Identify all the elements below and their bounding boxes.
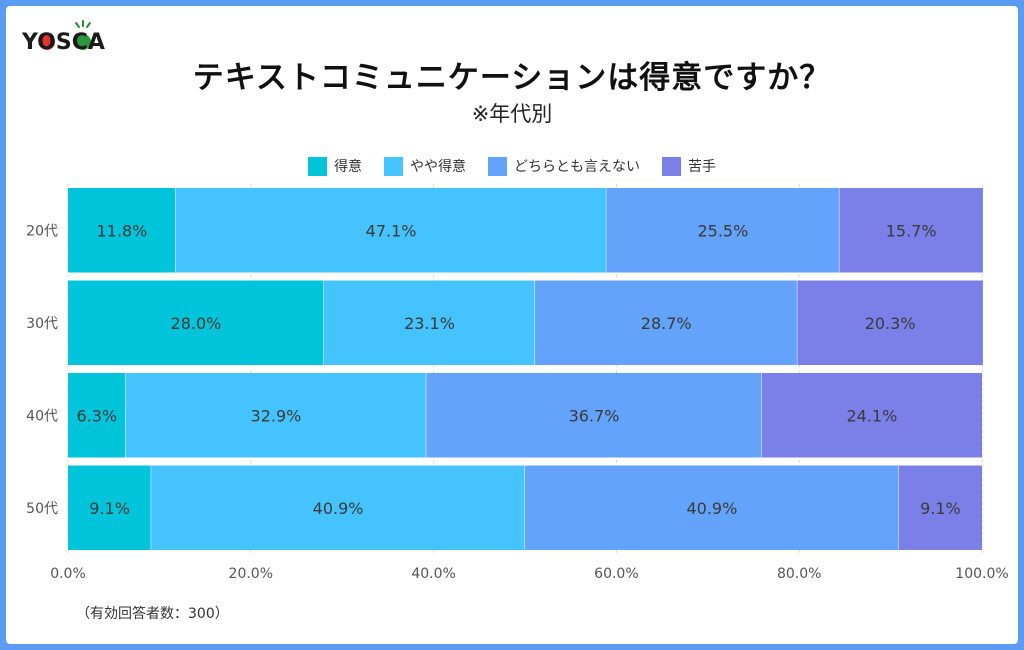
legend-label: やや得意 bbox=[410, 159, 466, 175]
x-tick-label: 0.0% bbox=[50, 566, 86, 582]
bar-segment bbox=[151, 465, 525, 550]
legend-swatch bbox=[384, 156, 403, 176]
chart-card: YOSCA テキストコミュニケーションは得意ですか？ ※年代別 得意 やや得意 … bbox=[6, 6, 1018, 644]
legend-label: 得意 bbox=[334, 159, 362, 175]
data-label: 47.1% bbox=[366, 221, 417, 240]
x-tick-label: 100.0% bbox=[955, 566, 1008, 582]
y-category-label: 30代 bbox=[26, 316, 58, 332]
bar-segment bbox=[68, 465, 152, 550]
chart-legend: 得意 やや得意 どちらとも言えない 苦手 bbox=[6, 156, 1018, 176]
data-label: 20.3% bbox=[865, 314, 916, 333]
bar-segment bbox=[125, 373, 427, 458]
y-category-label: 20代 bbox=[26, 223, 58, 239]
bar-segment bbox=[525, 465, 899, 550]
data-label: 40.9% bbox=[686, 499, 737, 518]
data-label: 25.5% bbox=[697, 221, 748, 240]
data-label: 36.7% bbox=[569, 406, 620, 425]
data-label: 9.1% bbox=[89, 499, 130, 518]
data-label: 28.7% bbox=[641, 314, 692, 333]
x-tick-label: 40.0% bbox=[411, 566, 455, 582]
bar-segment bbox=[68, 188, 176, 273]
bar-segment bbox=[68, 280, 324, 365]
chart-subtitle: ※年代別 bbox=[471, 102, 553, 126]
legend-item-neutral: どちらとも言えない bbox=[488, 156, 640, 176]
data-label: 28.0% bbox=[171, 314, 222, 333]
data-label: 11.8% bbox=[97, 221, 148, 240]
data-label: 15.7% bbox=[886, 221, 937, 240]
data-label: 32.9% bbox=[251, 406, 302, 425]
logo-text: YOSCA bbox=[21, 30, 105, 55]
bar-segment bbox=[797, 280, 983, 365]
stacked-bar-chart: 0.0% 20.0% 40.0% 60.0% 80.0% 100.0% 20代 11.8% 47… bbox=[26, 184, 1009, 582]
legend-label: どちらとも言えない bbox=[514, 159, 640, 175]
bar-segment bbox=[175, 188, 607, 273]
bar-segment bbox=[426, 373, 762, 458]
x-tick-label: 20.0% bbox=[229, 566, 273, 582]
legend-swatch bbox=[308, 156, 327, 176]
chart-title: テキストコミュニケーションは得意ですか？ bbox=[192, 60, 832, 96]
legend-item-tokui: 得意 bbox=[308, 156, 362, 176]
bar-segment bbox=[535, 280, 798, 365]
bar-segment bbox=[761, 373, 982, 458]
y-category-label: 40代 bbox=[26, 408, 58, 424]
brand-logo: YOSCA bbox=[20, 18, 120, 58]
data-label: 6.3% bbox=[76, 406, 117, 425]
legend-label: 苦手 bbox=[688, 159, 716, 175]
bar-segment bbox=[898, 465, 982, 550]
bar-segment bbox=[68, 373, 126, 458]
legend-swatch bbox=[662, 156, 681, 176]
legend-item-nigate: 苦手 bbox=[662, 156, 716, 176]
sample-size-note: （有効回答者数：300） bbox=[76, 606, 229, 622]
data-label: 9.1% bbox=[920, 499, 961, 518]
x-tick-label: 80.0% bbox=[777, 566, 821, 582]
data-label: 23.1% bbox=[404, 314, 455, 333]
x-tick-label: 60.0% bbox=[594, 566, 638, 582]
y-category-label: 50代 bbox=[26, 501, 58, 517]
data-label: 24.1% bbox=[846, 406, 897, 425]
bar-segment bbox=[606, 188, 840, 273]
bar-segment bbox=[323, 280, 536, 365]
data-label: 40.9% bbox=[313, 499, 364, 518]
bar-segment bbox=[839, 188, 983, 273]
legend-swatch bbox=[488, 156, 507, 176]
legend-item-yaya-tokui: やや得意 bbox=[384, 156, 466, 176]
